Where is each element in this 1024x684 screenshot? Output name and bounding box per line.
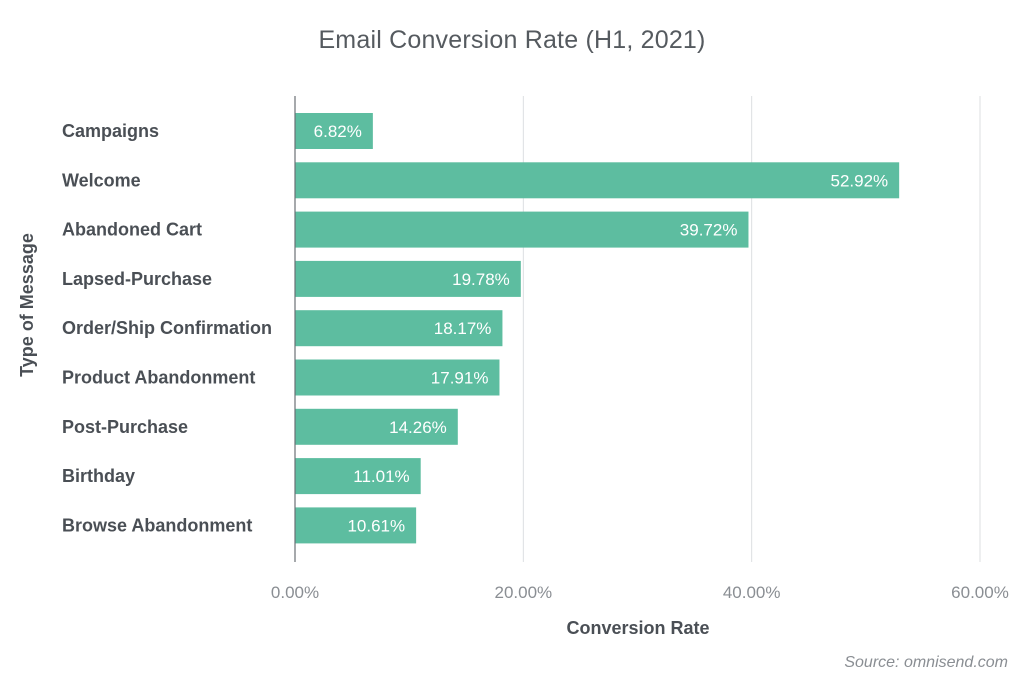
category-label: Welcome	[62, 170, 141, 190]
bar	[295, 113, 373, 149]
bars: 6.82% 52.92% 39.72% 19.78% 18.17% 17.91% 14.26…	[295, 113, 900, 544]
bar	[295, 359, 500, 396]
x-tick-label: 60.00%	[951, 583, 1009, 602]
bar-value-label: 19.78%	[452, 270, 510, 289]
x-tick-label: 40.00%	[723, 583, 781, 602]
category-label: Lapsed-Purchase	[62, 269, 212, 289]
category-label: Post-Purchase	[62, 417, 188, 437]
x-axis-ticks: 0.00% 20.00% 40.00% 60.00%	[271, 583, 1009, 602]
category-label: Birthday	[62, 466, 135, 486]
x-axis-title: Conversion Rate	[566, 618, 709, 638]
bar-value-label: 39.72%	[680, 221, 738, 240]
bar-value-label: 6.82%	[314, 122, 362, 141]
bar	[295, 408, 458, 445]
bar-value-label: 14.26%	[389, 418, 447, 437]
bar-value-label: 17.91%	[431, 369, 489, 388]
category-label: Campaigns	[62, 121, 159, 141]
bar	[295, 260, 521, 297]
bar	[295, 507, 417, 544]
y-axis-title: Type of Message	[17, 233, 37, 377]
bar	[295, 310, 503, 347]
x-tick-label: 20.00%	[494, 583, 552, 602]
source-note: Source: omnisend.com	[844, 654, 1008, 671]
bar-value-label: 10.61%	[347, 516, 405, 535]
bar	[295, 458, 421, 495]
bar-value-label: 52.92%	[830, 171, 888, 190]
bar-value-label: 18.17%	[434, 319, 492, 338]
bar-value-label: 11.01%	[353, 467, 409, 486]
category-label: Product Abandonment	[62, 368, 255, 388]
x-tick-label: 0.00%	[271, 583, 319, 602]
chart-title: Email Conversion Rate (H1, 2021)	[318, 26, 706, 54]
bar	[295, 162, 900, 199]
category-label: Browse Abandonment	[62, 515, 252, 535]
category-label: Abandoned Cart	[62, 220, 202, 240]
bar	[295, 211, 749, 248]
category-labels: Campaigns Welcome Abandoned Cart Lapsed-Pur…	[62, 121, 272, 535]
category-label: Order/Ship Confirmation	[62, 318, 272, 338]
